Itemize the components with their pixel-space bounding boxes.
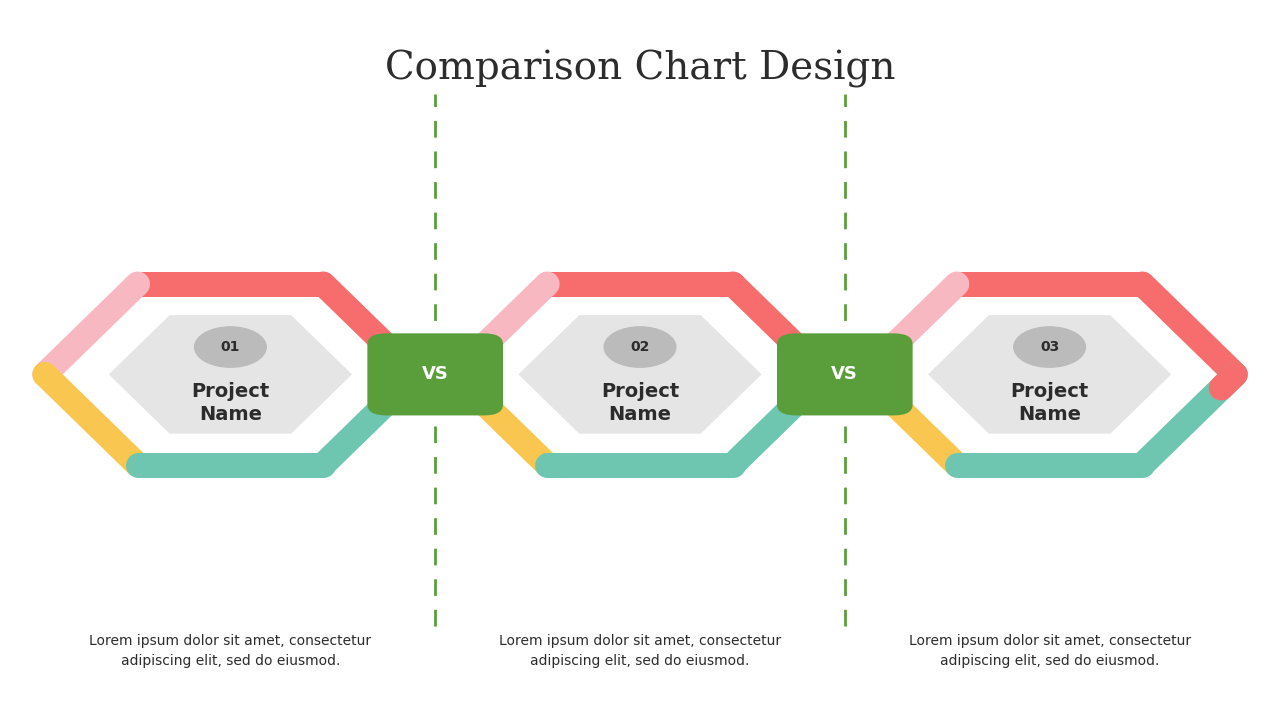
Text: Project
Name: Project Name [191, 382, 270, 424]
Circle shape [1014, 327, 1085, 367]
Text: 02: 02 [630, 340, 650, 354]
Text: 03: 03 [1039, 340, 1060, 354]
FancyBboxPatch shape [777, 333, 913, 415]
Text: Lorem ipsum dolor sit amet, consectetur
adipiscing elit, sed do eiusmod.: Lorem ipsum dolor sit amet, consectetur … [90, 634, 371, 668]
Polygon shape [109, 315, 352, 433]
Circle shape [604, 327, 676, 367]
Text: 01: 01 [220, 340, 241, 354]
Text: VS: VS [832, 366, 858, 383]
Polygon shape [928, 315, 1171, 433]
Text: Project
Name: Project Name [600, 382, 680, 424]
Polygon shape [518, 315, 762, 433]
Text: Lorem ipsum dolor sit amet, consectetur
adipiscing elit, sed do eiusmod.: Lorem ipsum dolor sit amet, consectetur … [499, 634, 781, 668]
Text: Comparison Chart Design: Comparison Chart Design [385, 50, 895, 89]
Text: Project
Name: Project Name [1010, 382, 1089, 424]
Text: VS: VS [422, 366, 448, 383]
Circle shape [195, 327, 266, 367]
Text: Lorem ipsum dolor sit amet, consectetur
adipiscing elit, sed do eiusmod.: Lorem ipsum dolor sit amet, consectetur … [909, 634, 1190, 668]
FancyBboxPatch shape [367, 333, 503, 415]
